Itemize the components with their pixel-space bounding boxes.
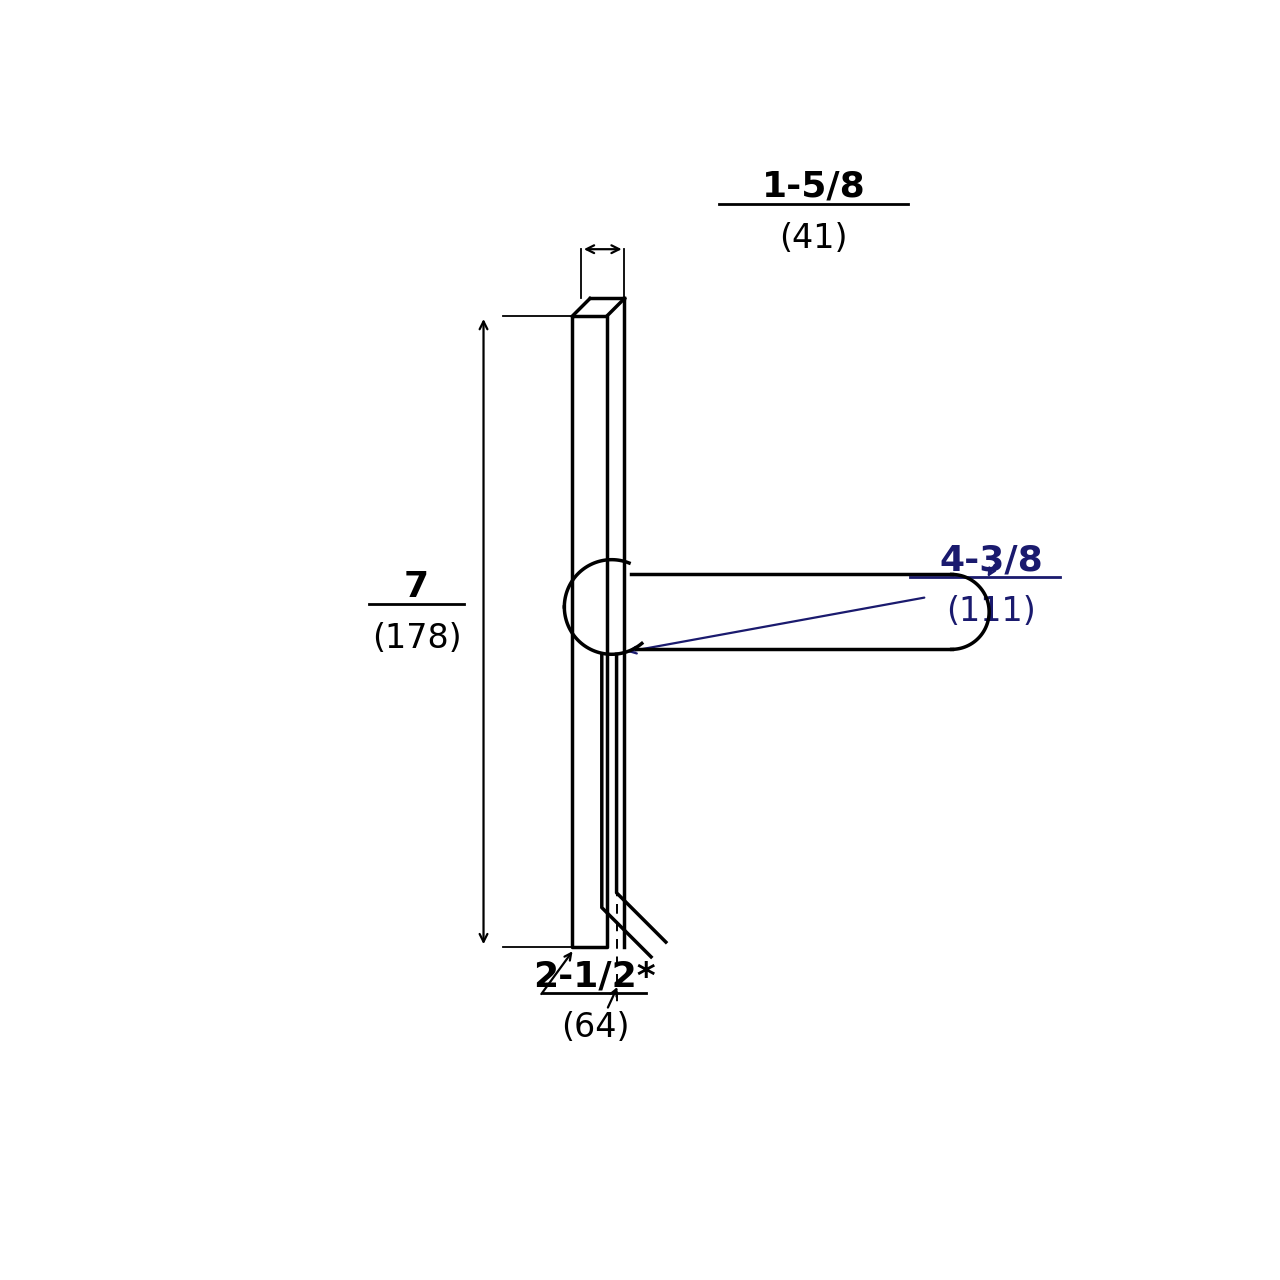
Text: (178): (178) (371, 622, 461, 655)
Text: (41): (41) (780, 221, 847, 255)
Text: (111): (111) (946, 595, 1036, 628)
Text: 2-1/2*: 2-1/2* (534, 959, 657, 993)
Text: 4-3/8: 4-3/8 (940, 544, 1043, 577)
Text: (64): (64) (561, 1011, 630, 1044)
Text: 7: 7 (404, 570, 429, 604)
Text: 1-5/8: 1-5/8 (762, 170, 865, 204)
